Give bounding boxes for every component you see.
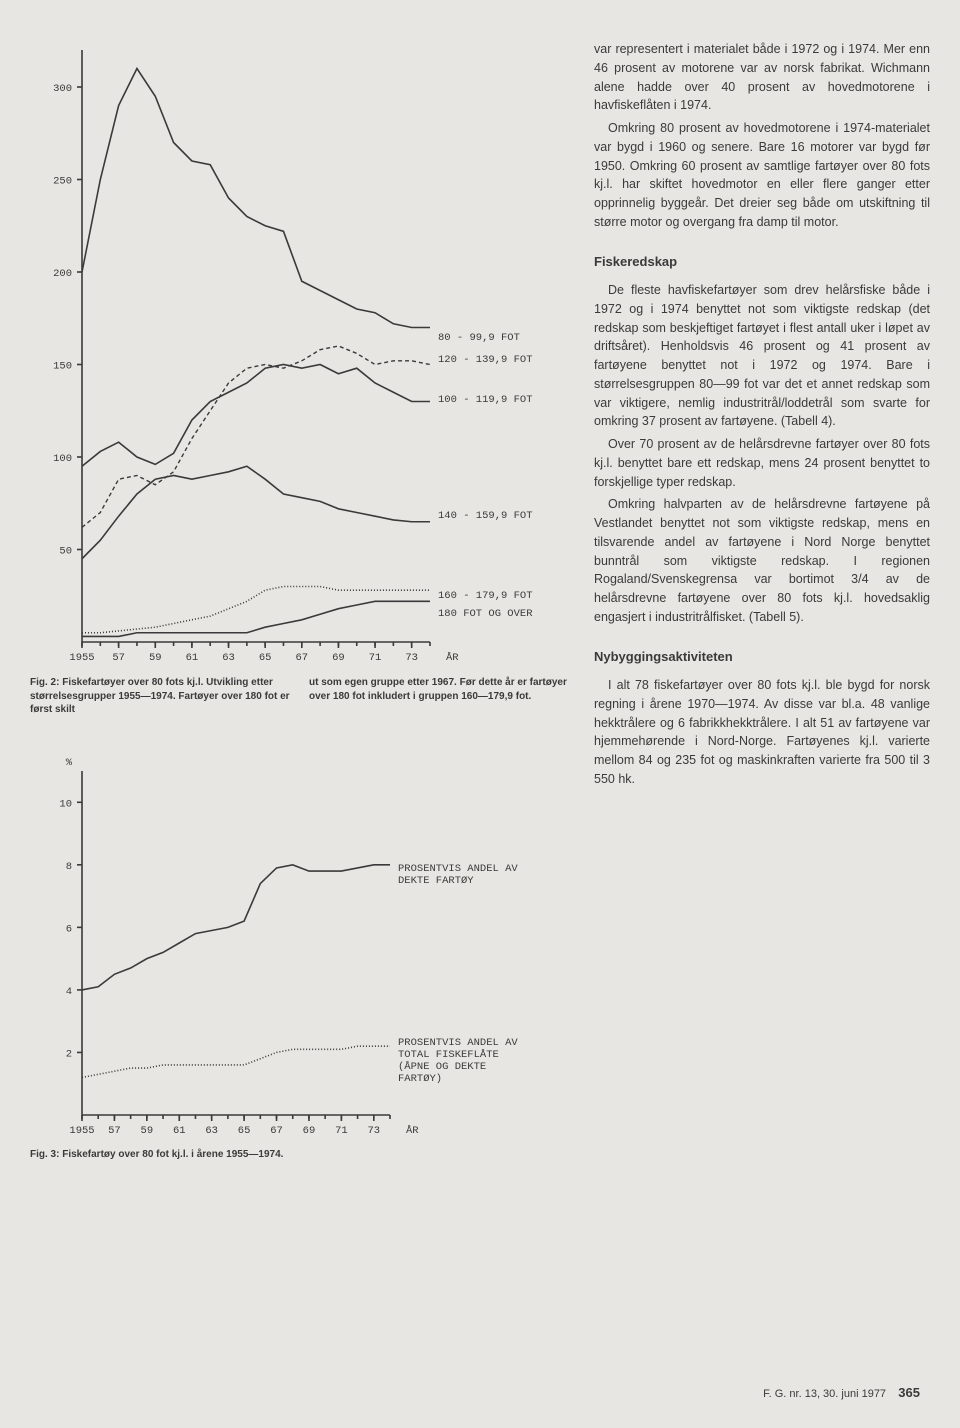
heading-nybygging: Nybyggingsaktiviteten <box>594 647 930 667</box>
svg-text:ÅR: ÅR <box>446 651 459 664</box>
svg-text:69: 69 <box>303 1125 316 1137</box>
svg-text:2: 2 <box>66 1048 72 1060</box>
svg-text:69: 69 <box>332 652 345 664</box>
paragraph-4: Over 70 prosent av de helårsdrevne fartø… <box>594 435 930 491</box>
svg-text:67: 67 <box>295 652 308 664</box>
svg-text:1955: 1955 <box>69 652 94 664</box>
svg-text:150: 150 <box>53 361 72 373</box>
svg-text:6: 6 <box>66 923 72 935</box>
svg-text:59: 59 <box>149 652 162 664</box>
svg-text:4: 4 <box>66 985 72 997</box>
body-text-column: var representert i materialet både i 197… <box>594 40 930 1176</box>
svg-text:73: 73 <box>405 652 418 664</box>
svg-text:80 - 99,9 FOT: 80 - 99,9 FOT <box>438 332 520 344</box>
svg-text:50: 50 <box>59 546 72 558</box>
svg-text:61: 61 <box>186 652 199 664</box>
paragraph-3: De fleste havfiskefartøyer som drev helå… <box>594 281 930 431</box>
svg-text:200: 200 <box>53 268 72 280</box>
svg-text:71: 71 <box>335 1125 348 1137</box>
svg-text:61: 61 <box>173 1125 186 1137</box>
svg-text:ÅR: ÅR <box>406 1124 419 1137</box>
svg-text:%: % <box>66 757 73 769</box>
svg-text:FARTØY): FARTØY) <box>398 1073 442 1085</box>
svg-text:160 - 179,9 FOT: 160 - 179,9 FOT <box>438 590 533 602</box>
fig2-caption-left: Fig. 2: Fiskefartøyer over 80 fots kj.l.… <box>30 676 291 717</box>
journal-ref: F. G. nr. 13, 30. juni 1977 <box>763 1388 886 1400</box>
svg-text:57: 57 <box>112 652 125 664</box>
svg-text:57: 57 <box>108 1125 121 1137</box>
svg-text:(ÅPNE OG DEKTE: (ÅPNE OG DEKTE <box>398 1060 486 1073</box>
page-number: 365 <box>898 1385 920 1400</box>
fig2-caption: Fig. 2: Fiskefartøyer over 80 fots kj.l.… <box>30 676 570 717</box>
paragraph-2: Omkring 80 prosent av hovedmotorene i 19… <box>594 119 930 232</box>
svg-text:PROSENTVIS ANDEL AV: PROSENTVIS ANDEL AV <box>398 863 518 875</box>
svg-text:140 - 159,9 FOT: 140 - 159,9 FOT <box>438 510 533 522</box>
fig2-caption-right: ut som egen gruppe etter 1967. Før dette… <box>309 676 570 717</box>
svg-text:65: 65 <box>259 652 272 664</box>
svg-text:8: 8 <box>66 860 72 872</box>
chart-fig2: 50 100 150 200 250 300 1955 57 59 61 63 65 67 69 71 73 Å… <box>30 40 570 717</box>
svg-text:100 - 119,9 FOT: 100 - 119,9 FOT <box>438 394 533 406</box>
svg-text:59: 59 <box>141 1125 154 1137</box>
svg-text:DEKTE FARTØY: DEKTE FARTØY <box>398 875 474 887</box>
svg-text:TOTAL FISKEFLÅTE: TOTAL FISKEFLÅTE <box>398 1048 499 1061</box>
svg-text:PROSENTVIS ANDEL AV: PROSENTVIS ANDEL AV <box>398 1037 518 1049</box>
paragraph-5: Omkring halvparten av de helårsdrevne fa… <box>594 495 930 626</box>
svg-text:63: 63 <box>205 1125 218 1137</box>
svg-text:300: 300 <box>53 83 72 95</box>
svg-text:100: 100 <box>53 453 72 465</box>
chart-fig3: 2 4 6 8 10% 1955 57 59 61 63 65 67 69 71 73 ÅR PROSENTVI… <box>30 753 570 1160</box>
svg-text:1955: 1955 <box>69 1125 94 1137</box>
svg-text:73: 73 <box>367 1125 380 1137</box>
svg-text:71: 71 <box>369 652 382 664</box>
paragraph-6: I alt 78 fiskefartøyer over 80 fots kj.l… <box>594 676 930 789</box>
heading-fiskeredskap: Fiskeredskap <box>594 252 930 272</box>
svg-text:250: 250 <box>53 176 72 188</box>
svg-text:65: 65 <box>238 1125 251 1137</box>
svg-text:120 - 139,9 FOT: 120 - 139,9 FOT <box>438 354 533 366</box>
svg-text:180 FOT OG OVER: 180 FOT OG OVER <box>438 608 533 620</box>
paragraph-1: var representert i materialet både i 197… <box>594 40 930 115</box>
page-footer: F. G. nr. 13, 30. juni 1977 365 <box>763 1385 920 1400</box>
fig3-caption: Fig. 3: Fiskefartøy over 80 fot kj.l. i … <box>30 1149 570 1160</box>
svg-text:10: 10 <box>59 798 72 810</box>
svg-text:63: 63 <box>222 652 235 664</box>
svg-text:67: 67 <box>270 1125 283 1137</box>
